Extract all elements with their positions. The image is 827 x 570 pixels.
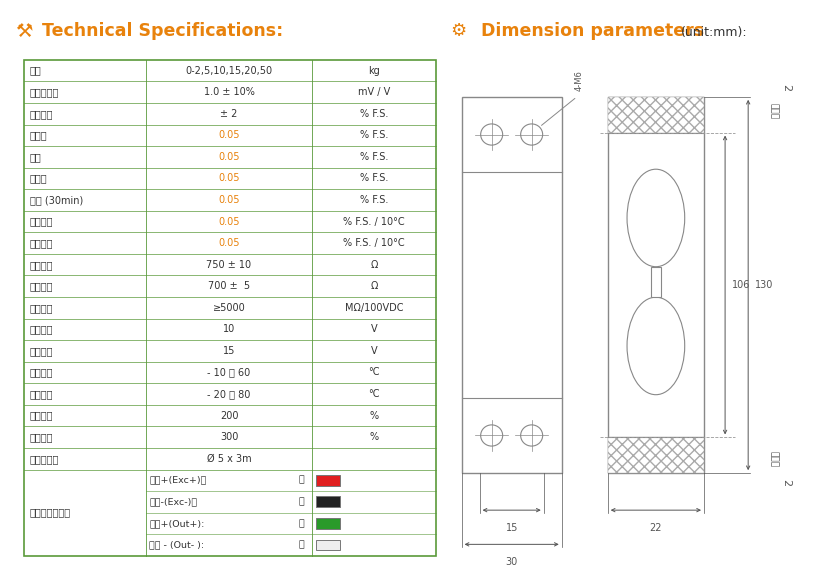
- Text: 零点输出: 零点输出: [30, 109, 53, 119]
- Text: 700 ±  5: 700 ± 5: [208, 281, 250, 291]
- Text: 电缆线尺寸: 电缆线尺寸: [30, 454, 59, 464]
- Text: MΩ/100VDC: MΩ/100VDC: [345, 303, 404, 313]
- Text: 0.05: 0.05: [218, 131, 240, 140]
- Ellipse shape: [480, 124, 503, 145]
- Text: (unit:mm):: (unit:mm):: [681, 26, 748, 39]
- Text: 红: 红: [299, 476, 304, 485]
- Ellipse shape: [480, 425, 503, 446]
- Text: kg: kg: [368, 66, 380, 76]
- Text: Ω: Ω: [370, 281, 378, 291]
- Text: 工作温度: 工作温度: [30, 389, 53, 399]
- Text: 750 ± 10: 750 ± 10: [207, 260, 251, 270]
- Text: 22: 22: [650, 523, 662, 533]
- Text: 安全超载: 安全超载: [30, 410, 53, 421]
- Bar: [24, 60, 436, 556]
- Ellipse shape: [627, 169, 685, 267]
- Text: 4-M6: 4-M6: [575, 70, 584, 91]
- Text: ⚙: ⚙: [450, 22, 466, 40]
- Text: 绝缘电阻: 绝缘电阻: [30, 303, 53, 313]
- Text: 0.05: 0.05: [218, 173, 240, 184]
- Text: 激励-(Exc-)：: 激励-(Exc-)：: [149, 498, 198, 506]
- Bar: [461, 97, 562, 473]
- Text: - 10 ～ 60: - 10 ～ 60: [208, 368, 251, 377]
- Text: 零点温漂: 零点温漂: [30, 238, 53, 248]
- Text: 信号 - (Out- ):: 信号 - (Out- ):: [149, 540, 204, 549]
- Text: % F.S. / 10°C: % F.S. / 10°C: [343, 238, 405, 248]
- Text: 0.05: 0.05: [218, 195, 240, 205]
- Text: 量程: 量程: [30, 66, 41, 76]
- Text: ≥5000: ≥5000: [213, 303, 246, 313]
- Bar: [608, 97, 704, 473]
- Text: °C: °C: [368, 389, 380, 399]
- Text: 0-2,5,10,15,20,50: 0-2,5,10,15,20,50: [185, 66, 273, 76]
- Text: 200: 200: [220, 410, 238, 421]
- Text: 电缆线连接方式: 电缆线连接方式: [30, 508, 71, 518]
- Text: 15: 15: [505, 523, 518, 533]
- Text: 信号+(Out+):: 信号+(Out+):: [149, 519, 204, 528]
- Text: Ø 5 x 3m: Ø 5 x 3m: [207, 454, 251, 464]
- Text: % F.S.: % F.S.: [360, 109, 388, 119]
- Text: 1.0 ± 10%: 1.0 ± 10%: [203, 87, 255, 97]
- Bar: [608, 97, 704, 133]
- Text: 激励+(Exc+)：: 激励+(Exc+)：: [149, 476, 207, 485]
- Text: % F.S.: % F.S.: [360, 195, 388, 205]
- Text: mV / V: mV / V: [358, 87, 390, 97]
- Text: 10: 10: [223, 324, 235, 335]
- Text: 300: 300: [220, 432, 238, 442]
- Text: 重复性: 重复性: [30, 173, 47, 184]
- Bar: [316, 518, 340, 529]
- Text: V: V: [370, 324, 377, 335]
- Bar: [651, 267, 661, 297]
- Bar: [608, 437, 704, 473]
- Text: 最大电压: 最大电压: [30, 346, 53, 356]
- Text: % F.S.: % F.S.: [360, 173, 388, 184]
- Ellipse shape: [521, 124, 543, 145]
- Text: 0.05: 0.05: [218, 238, 240, 248]
- Text: 输入电阻: 输入电阻: [30, 260, 53, 270]
- Text: 2: 2: [781, 84, 791, 91]
- Text: % F.S. / 10°C: % F.S. / 10°C: [343, 217, 405, 226]
- Text: ⚒: ⚒: [16, 22, 33, 40]
- Text: 绿: 绿: [299, 519, 304, 528]
- Text: 非线性: 非线性: [30, 131, 47, 140]
- Ellipse shape: [627, 297, 685, 394]
- Text: 2: 2: [781, 479, 791, 486]
- Bar: [316, 540, 340, 551]
- Text: %: %: [370, 410, 379, 421]
- Bar: [316, 496, 340, 507]
- Text: 贵定孔: 贵定孔: [769, 103, 778, 119]
- Text: 30: 30: [505, 557, 518, 567]
- Text: 使用电压: 使用电压: [30, 324, 53, 335]
- Text: 输出电阻: 输出电阻: [30, 281, 53, 291]
- Text: 0.05: 0.05: [218, 152, 240, 162]
- Text: - 20 ～ 80: - 20 ～ 80: [208, 389, 251, 399]
- Text: 0.05: 0.05: [218, 217, 240, 226]
- Text: % F.S.: % F.S.: [360, 152, 388, 162]
- Text: % F.S.: % F.S.: [360, 131, 388, 140]
- Text: 灵敏温漂: 灵敏温漂: [30, 217, 53, 226]
- Text: 106: 106: [732, 280, 750, 290]
- Text: 蜕变 (30min): 蜕变 (30min): [30, 195, 83, 205]
- Text: ± 2: ± 2: [220, 109, 237, 119]
- Bar: [316, 475, 340, 486]
- Text: °C: °C: [368, 368, 380, 377]
- Text: 白: 白: [299, 540, 304, 549]
- Text: 输出灵敏度: 输出灵敏度: [30, 87, 59, 97]
- Text: 极限超载: 极限超载: [30, 432, 53, 442]
- Text: 贵定孔: 贵定孔: [769, 451, 778, 467]
- Text: Ω: Ω: [370, 260, 378, 270]
- Ellipse shape: [521, 425, 543, 446]
- Text: 滒后: 滒后: [30, 152, 41, 162]
- Text: 黑: 黑: [299, 498, 304, 506]
- Text: %: %: [370, 432, 379, 442]
- Text: V: V: [370, 346, 377, 356]
- Text: 温补范围: 温补范围: [30, 368, 53, 377]
- Text: Technical Specifications:: Technical Specifications:: [42, 22, 284, 40]
- Text: 130: 130: [755, 280, 773, 290]
- Text: 15: 15: [222, 346, 235, 356]
- Text: Dimension parameters: Dimension parameters: [481, 22, 704, 40]
